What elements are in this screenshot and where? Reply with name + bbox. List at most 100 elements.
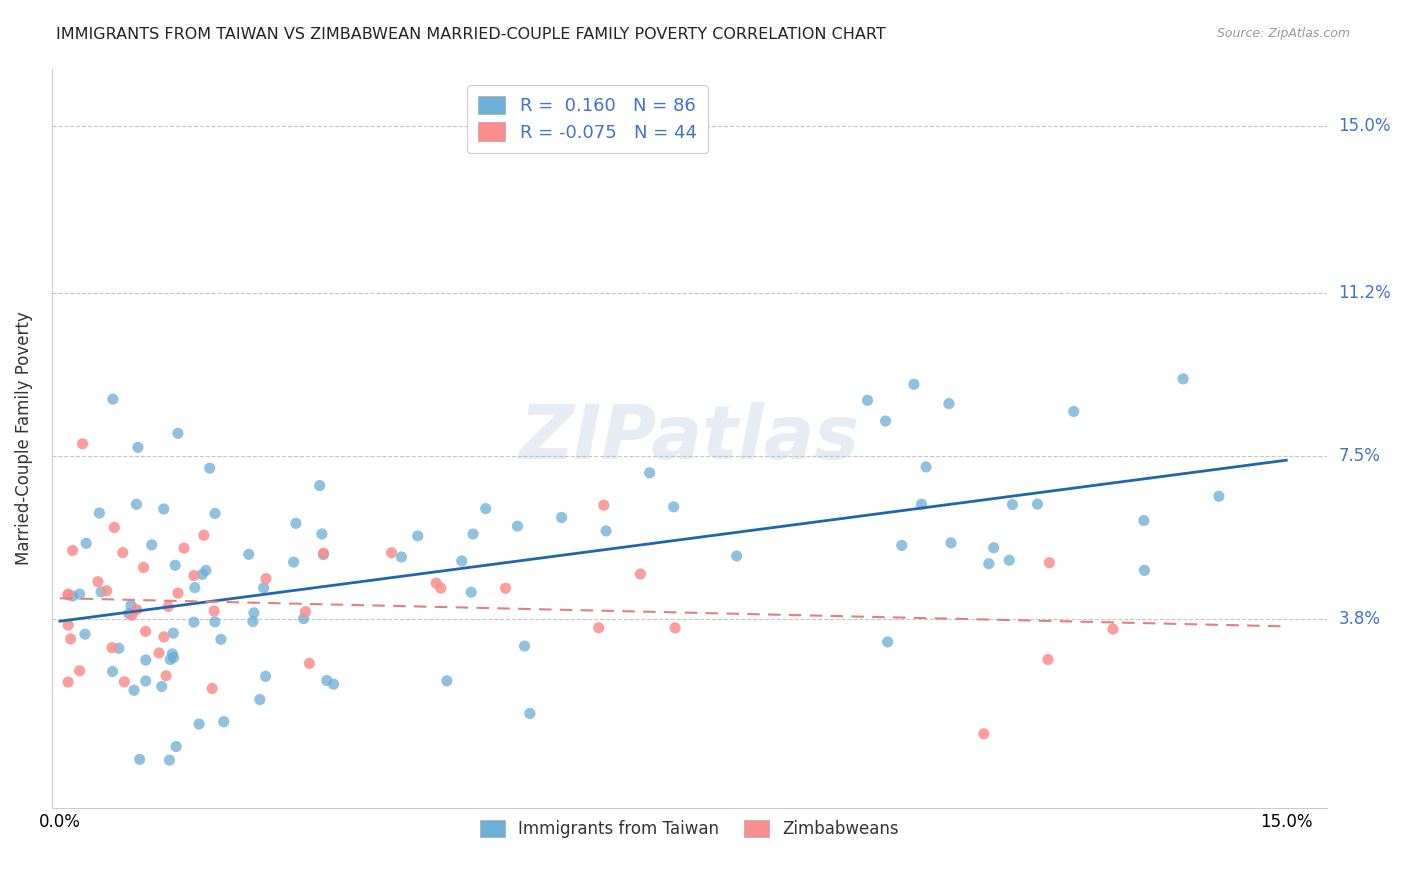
Point <box>167 586 190 600</box>
Point <box>856 393 879 408</box>
Point <box>311 527 333 541</box>
Point <box>638 466 661 480</box>
Point <box>939 536 962 550</box>
Point <box>183 568 205 582</box>
Point <box>253 581 276 595</box>
Point <box>294 605 316 619</box>
Point <box>157 599 180 614</box>
Point <box>430 581 453 595</box>
Point <box>322 677 344 691</box>
Point <box>159 753 181 767</box>
Point <box>152 502 174 516</box>
Point <box>87 574 110 589</box>
Point <box>1102 622 1125 636</box>
Point <box>162 647 184 661</box>
Point <box>249 692 271 706</box>
Text: 7.5%: 7.5% <box>1339 447 1381 465</box>
Point <box>662 500 685 514</box>
Point <box>184 581 207 595</box>
Point <box>141 538 163 552</box>
Point <box>56 588 79 602</box>
Point <box>148 646 170 660</box>
Point <box>903 377 925 392</box>
Point <box>204 507 226 521</box>
Point <box>69 587 91 601</box>
Point <box>204 615 226 629</box>
Point <box>125 497 148 511</box>
Point <box>973 727 995 741</box>
Point <box>1133 563 1156 577</box>
Point <box>135 653 157 667</box>
Point <box>283 555 305 569</box>
Point <box>308 478 330 492</box>
Point <box>254 572 277 586</box>
Point <box>588 621 610 635</box>
Point <box>135 624 157 639</box>
Point <box>406 529 429 543</box>
Point <box>150 680 173 694</box>
Point <box>167 426 190 441</box>
Point <box>391 549 413 564</box>
Point <box>312 548 335 562</box>
Point <box>1038 556 1060 570</box>
Point <box>111 546 134 560</box>
Point <box>159 652 181 666</box>
Point <box>101 392 124 406</box>
Point <box>89 506 111 520</box>
Point <box>56 675 79 690</box>
Point <box>72 437 94 451</box>
Point <box>101 665 124 679</box>
Point <box>165 739 187 754</box>
Point <box>1063 404 1085 418</box>
Point <box>915 459 938 474</box>
Point <box>474 501 496 516</box>
Point <box>188 717 211 731</box>
Point <box>298 657 321 671</box>
Point <box>69 664 91 678</box>
Point <box>983 541 1005 555</box>
Point <box>628 566 651 581</box>
Point <box>1208 489 1230 503</box>
Point <box>1036 652 1059 666</box>
Point <box>910 497 932 511</box>
Text: 11.2%: 11.2% <box>1339 285 1391 302</box>
Point <box>122 683 145 698</box>
Point <box>62 589 84 603</box>
Text: 15.0%: 15.0% <box>1339 117 1391 135</box>
Point <box>101 640 124 655</box>
Point <box>292 611 315 625</box>
Point <box>125 603 148 617</box>
Point <box>128 752 150 766</box>
Point <box>513 639 536 653</box>
Point <box>56 587 79 601</box>
Point <box>1026 497 1049 511</box>
Point <box>312 546 335 560</box>
Point <box>201 681 224 696</box>
Legend: Immigrants from Taiwan, Zimbabweans: Immigrants from Taiwan, Zimbabweans <box>474 813 905 845</box>
Point <box>595 524 617 538</box>
Point <box>112 674 135 689</box>
Point <box>132 560 155 574</box>
Point <box>135 673 157 688</box>
Point <box>127 441 149 455</box>
Point <box>436 673 458 688</box>
Point <box>875 414 897 428</box>
Point <box>977 557 1000 571</box>
Point <box>243 606 266 620</box>
Point <box>592 498 614 512</box>
Point <box>198 461 221 475</box>
Point <box>202 604 225 618</box>
Point <box>725 549 748 563</box>
Point <box>284 516 307 531</box>
Point <box>153 630 176 644</box>
Point <box>519 706 541 721</box>
Point <box>191 567 214 582</box>
Point <box>550 510 572 524</box>
Point <box>876 635 898 649</box>
Point <box>56 618 79 632</box>
Text: 3.8%: 3.8% <box>1339 610 1381 628</box>
Point <box>425 576 447 591</box>
Point <box>890 538 912 552</box>
Point <box>938 397 960 411</box>
Point <box>90 585 112 599</box>
